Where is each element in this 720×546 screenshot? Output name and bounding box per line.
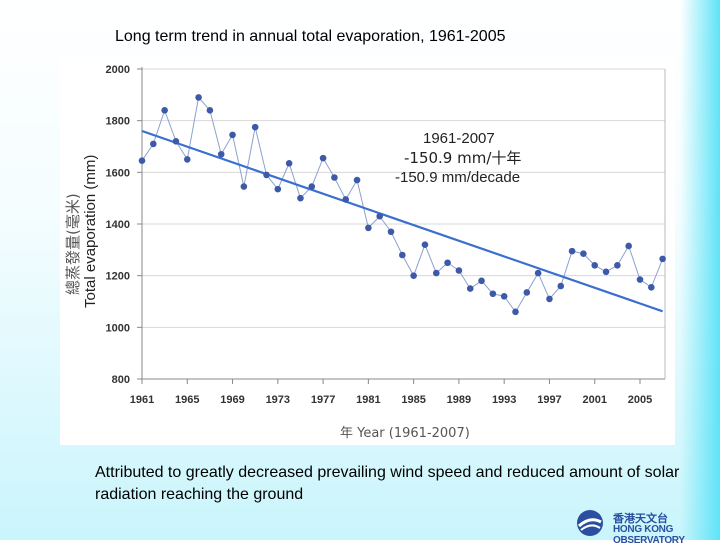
x-tick-label: 1965 xyxy=(175,394,199,406)
data-point xyxy=(614,262,621,269)
x-tick-label: 1981 xyxy=(356,394,380,406)
data-point xyxy=(432,269,440,277)
y-tick-label: 1000 xyxy=(106,322,130,334)
data-point xyxy=(636,276,644,283)
data-point xyxy=(466,285,474,292)
data-point xyxy=(308,183,316,190)
data-point xyxy=(455,267,463,274)
hko-logo-icon xyxy=(577,510,603,536)
slide-caption: Attributed to greatly decreased prevaili… xyxy=(95,464,680,503)
y-tick-label: 1600 xyxy=(106,167,130,179)
annotation-rate-zh: -150.9 mm/十年 xyxy=(404,149,521,167)
data-point xyxy=(217,150,225,158)
background-band xyxy=(680,0,720,540)
x-tick-label: 1989 xyxy=(447,394,471,406)
data-point xyxy=(659,255,666,263)
x-tick-label: 1997 xyxy=(537,394,561,406)
x-tick-label: 2001 xyxy=(582,394,606,406)
data-point xyxy=(297,194,304,202)
y-tick-label: 1800 xyxy=(106,116,130,128)
data-point xyxy=(625,242,632,250)
data-point xyxy=(331,174,338,181)
x-tick-label: 1993 xyxy=(492,394,516,406)
x-tick-label: 1961 xyxy=(130,394,154,406)
logo-text-en: HONG KONG OBSERVATORY xyxy=(613,524,685,546)
x-axis-label: 年 Year (1961-2007) xyxy=(340,426,470,441)
data-point xyxy=(421,241,429,248)
data-point xyxy=(138,157,146,165)
data-point xyxy=(444,259,451,267)
data-point xyxy=(183,156,191,163)
data-point xyxy=(399,251,406,259)
data-point xyxy=(240,183,248,190)
data-point xyxy=(568,247,576,255)
y-tick-label: 1200 xyxy=(106,271,130,283)
data-point xyxy=(150,140,157,148)
data-point xyxy=(387,228,395,236)
x-tick-label: 1969 xyxy=(220,394,244,406)
logo-text-zh: 香港天文台 xyxy=(613,513,668,525)
y-tick-label: 1400 xyxy=(106,219,130,231)
evaporation-series-line xyxy=(141,96,664,313)
x-tick-label: 1985 xyxy=(401,394,425,406)
trend-line xyxy=(141,129,663,313)
data-point xyxy=(251,123,259,131)
data-point xyxy=(602,268,610,276)
y-axis-label-zh: 總蒸發量(毫米) xyxy=(64,193,82,295)
data-point xyxy=(206,107,214,114)
data-point xyxy=(580,250,587,258)
y-axis-label: Total evaporation (mm) xyxy=(82,155,99,308)
data-point xyxy=(534,269,542,277)
hko-logo: 香港天文台 HONG KONG OBSERVATORY xyxy=(573,508,720,546)
data-point xyxy=(229,131,236,139)
x-tick-label: 1977 xyxy=(311,394,335,406)
data-point xyxy=(489,290,497,298)
data-point xyxy=(546,295,553,303)
data-point xyxy=(285,159,293,167)
data-point xyxy=(557,282,565,290)
data-point xyxy=(161,107,168,114)
slide-title: Long term trend in annual total evaporat… xyxy=(115,28,506,45)
data-point xyxy=(319,154,327,162)
data-point xyxy=(342,196,350,203)
x-tick-label: 2005 xyxy=(628,394,652,406)
annotation-rate-en: -150.9 mm/decade xyxy=(395,169,520,186)
data-point xyxy=(523,289,531,296)
data-point xyxy=(376,212,383,220)
y-tick-label: 800 xyxy=(112,374,130,386)
data-point xyxy=(512,308,519,316)
data-point xyxy=(478,277,485,285)
data-point xyxy=(365,224,372,232)
annotation-period: 1961-2007 xyxy=(423,130,495,147)
data-point xyxy=(274,185,282,193)
y-tick-label: 2000 xyxy=(106,64,130,76)
data-point xyxy=(500,293,508,300)
data-point xyxy=(195,94,202,101)
data-point xyxy=(263,171,270,179)
data-point xyxy=(353,176,361,184)
data-point xyxy=(410,272,417,279)
data-point xyxy=(591,262,599,269)
data-point xyxy=(172,138,180,145)
x-tick-label: 1973 xyxy=(266,394,290,406)
data-point xyxy=(648,283,655,291)
